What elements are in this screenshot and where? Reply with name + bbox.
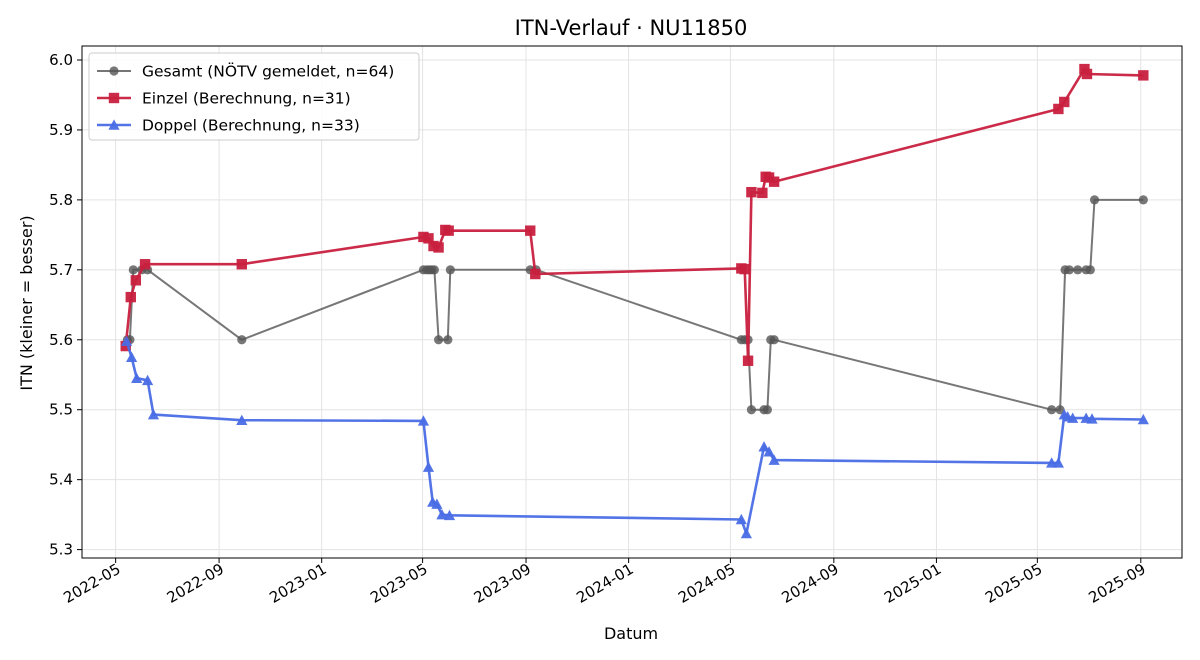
data-point [1064, 265, 1074, 275]
data-point [746, 186, 757, 198]
data-point [735, 513, 747, 525]
y-tick-label: 5.9 [49, 121, 73, 139]
data-point [1059, 96, 1070, 108]
series-2 [120, 335, 1149, 539]
series-line [124, 67, 1144, 363]
series-layer [120, 63, 1149, 539]
data-point [422, 461, 435, 472]
data-point [1055, 405, 1065, 415]
y-tick-label: 6.0 [49, 51, 73, 69]
y-tick-label: 5.5 [49, 401, 73, 419]
data-point [130, 275, 142, 286]
data-point [530, 268, 541, 280]
data-point [433, 335, 444, 345]
data-point [1052, 457, 1064, 468]
y-tick-label: 5.7 [49, 261, 73, 279]
legend-marker [108, 119, 120, 130]
data-point [423, 233, 434, 244]
data-point [1073, 265, 1083, 275]
data-point [120, 340, 131, 352]
data-point [126, 351, 138, 363]
legend: Gesamt (NÖTV gemeldet, n=64) Einzel (Bere… [88, 52, 420, 141]
data-point [768, 176, 780, 187]
legend-label: Doppel (Berechnung, n=33) [142, 117, 360, 135]
data-point [139, 259, 151, 270]
data-point [1138, 70, 1149, 81]
data-point [429, 265, 439, 275]
data-point [769, 335, 779, 345]
data-point [236, 259, 247, 270]
legend-marker [108, 92, 120, 104]
data-point [1086, 413, 1098, 424]
data-point [762, 405, 772, 415]
data-point [147, 409, 160, 420]
legend-marker [109, 66, 119, 76]
data-point [525, 225, 536, 236]
y-tick-label: 5.3 [49, 541, 73, 559]
y-axis-label: ITN (kleiner = besser) [17, 215, 36, 390]
data-point [443, 225, 454, 236]
data-point [237, 335, 247, 345]
data-point [1137, 413, 1149, 425]
plot-frame [81, 45, 1183, 559]
series-1 [120, 63, 1149, 366]
data-point [757, 187, 768, 199]
data-point [739, 263, 750, 275]
y-tick-label: 5.6 [49, 331, 73, 349]
data-point [763, 446, 775, 457]
data-point [131, 372, 143, 384]
data-point [1047, 405, 1057, 415]
data-point [120, 335, 133, 346]
data-point [443, 335, 453, 345]
data-point [436, 509, 448, 520]
data-point [1085, 265, 1095, 275]
data-point [443, 509, 456, 521]
data-point [758, 441, 770, 452]
legend-label: Einzel (Berechnung, n=31) [142, 90, 351, 108]
chart-title: ITN-Verlauf · NU11850 [515, 16, 748, 40]
data-point [433, 242, 444, 253]
x-axis-label: Datum [604, 624, 658, 643]
data-point [128, 265, 138, 275]
data-point [1053, 103, 1064, 115]
y-tick-label: 5.8 [49, 191, 73, 209]
data-point [742, 355, 754, 366]
legend-label: Gesamt (NÖTV gemeldet, n=64) [142, 62, 394, 81]
y-tick-label: 5.4 [49, 471, 73, 489]
data-point [1138, 195, 1148, 205]
data-point [445, 265, 455, 275]
data-point [1081, 68, 1093, 80]
data-point [417, 415, 430, 426]
data-point [141, 374, 154, 386]
data-point [768, 454, 780, 465]
data-point [236, 414, 248, 425]
legend-box [88, 52, 420, 141]
data-point [740, 527, 752, 539]
data-point [746, 405, 757, 415]
data-point [125, 291, 136, 303]
data-point [1089, 195, 1100, 205]
data-point [431, 498, 443, 509]
data-point [1067, 412, 1079, 423]
